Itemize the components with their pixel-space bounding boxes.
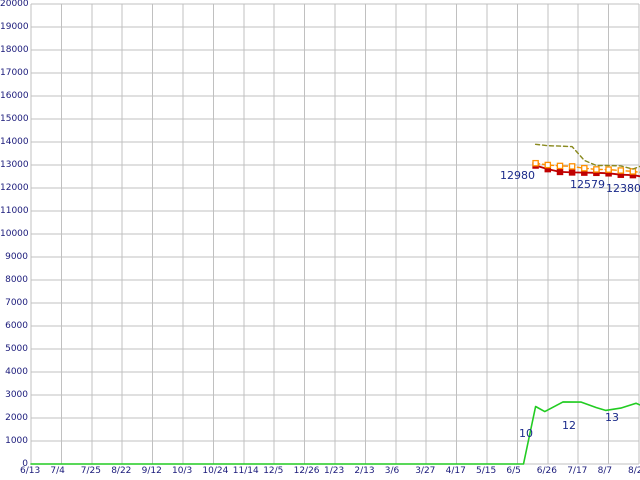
x-axis-tick-7-25: 7/25 bbox=[80, 466, 102, 476]
x-axis-tick-10-24: 10/24 bbox=[202, 466, 229, 476]
value-label-12380: 12380 bbox=[606, 182, 640, 195]
y-axis-tick-11000: 11000 bbox=[0, 206, 29, 216]
y-axis-tick-6000: 6000 bbox=[5, 321, 28, 331]
x-axis-tick-7-4: 7/4 bbox=[50, 466, 65, 476]
x-axis-tick-9-12: 9/12 bbox=[141, 466, 162, 476]
x-axis-tick-6-26: 6/26 bbox=[536, 466, 558, 476]
y-axis-tick-2000: 2000 bbox=[5, 413, 28, 423]
y-axis-tick-14000: 14000 bbox=[0, 137, 29, 147]
x-axis-tick-12-5: 12/5 bbox=[263, 466, 284, 476]
x-axis-tick-3-27: 3/27 bbox=[415, 466, 436, 476]
y-axis-tick-16000: 16000 bbox=[0, 91, 29, 101]
value-label-12980: 12980 bbox=[500, 169, 535, 182]
y-axis-tick-20000: 20000 bbox=[0, 0, 29, 9]
y-axis-tick-13000: 13000 bbox=[0, 160, 29, 170]
x-axis-tick-8-7: 8/7 bbox=[597, 466, 613, 476]
x-axis-tick-8-28: 8/28 bbox=[628, 466, 640, 476]
x-axis-tick-10-3: 10/3 bbox=[172, 466, 193, 476]
x-axis-tick-1-23: 1/23 bbox=[324, 466, 345, 476]
x-axis-tick-6-5: 6/5 bbox=[506, 466, 521, 476]
x-axis-tick-5-15: 5/15 bbox=[476, 466, 497, 476]
y-axis-tick-3000: 3000 bbox=[5, 390, 28, 400]
x-axis-tick-2-13: 2/13 bbox=[354, 466, 375, 476]
y-axis-tick-17000: 17000 bbox=[0, 68, 29, 78]
y-axis-tick-5000: 5000 bbox=[5, 344, 28, 354]
x-axis-tick-3-6: 3/6 bbox=[384, 466, 400, 476]
grid-lines bbox=[30, 3, 640, 465]
y-axis-tick-10000: 10000 bbox=[0, 229, 29, 239]
y-axis-tick-18000: 18000 bbox=[0, 45, 29, 55]
y-axis-tick-12000: 12000 bbox=[0, 183, 29, 193]
count-label-12: 12 bbox=[562, 419, 576, 432]
y-axis-tick-15000: 15000 bbox=[0, 114, 29, 124]
x-axis-tick-4-17: 4/17 bbox=[445, 466, 466, 476]
value-label-12579: 12579 bbox=[570, 178, 605, 191]
series-lines bbox=[30, 143, 640, 465]
x-axis-tick-8-22: 8/22 bbox=[111, 466, 132, 476]
y-axis-tick-19000: 19000 bbox=[0, 22, 29, 32]
y-axis-tick-9000: 9000 bbox=[5, 252, 28, 262]
count-label-13: 13 bbox=[605, 411, 619, 424]
count-label-10: 10 bbox=[519, 427, 533, 440]
y-axis-tick-7000: 7000 bbox=[5, 298, 28, 308]
x-axis-tick-11-14: 11/14 bbox=[232, 466, 259, 476]
x-axis-tick-7-17: 7/17 bbox=[567, 466, 588, 476]
x-axis-tick-12-26: 12/26 bbox=[293, 466, 320, 476]
y-axis-tick-0: 0 bbox=[22, 459, 28, 469]
y-axis-tick-4000: 4000 bbox=[5, 367, 28, 377]
y-axis-tick-1000: 1000 bbox=[5, 436, 28, 446]
y-axis-tick-8000: 8000 bbox=[5, 275, 28, 285]
x-axis-tick-6-13: 6/13 bbox=[20, 466, 41, 476]
